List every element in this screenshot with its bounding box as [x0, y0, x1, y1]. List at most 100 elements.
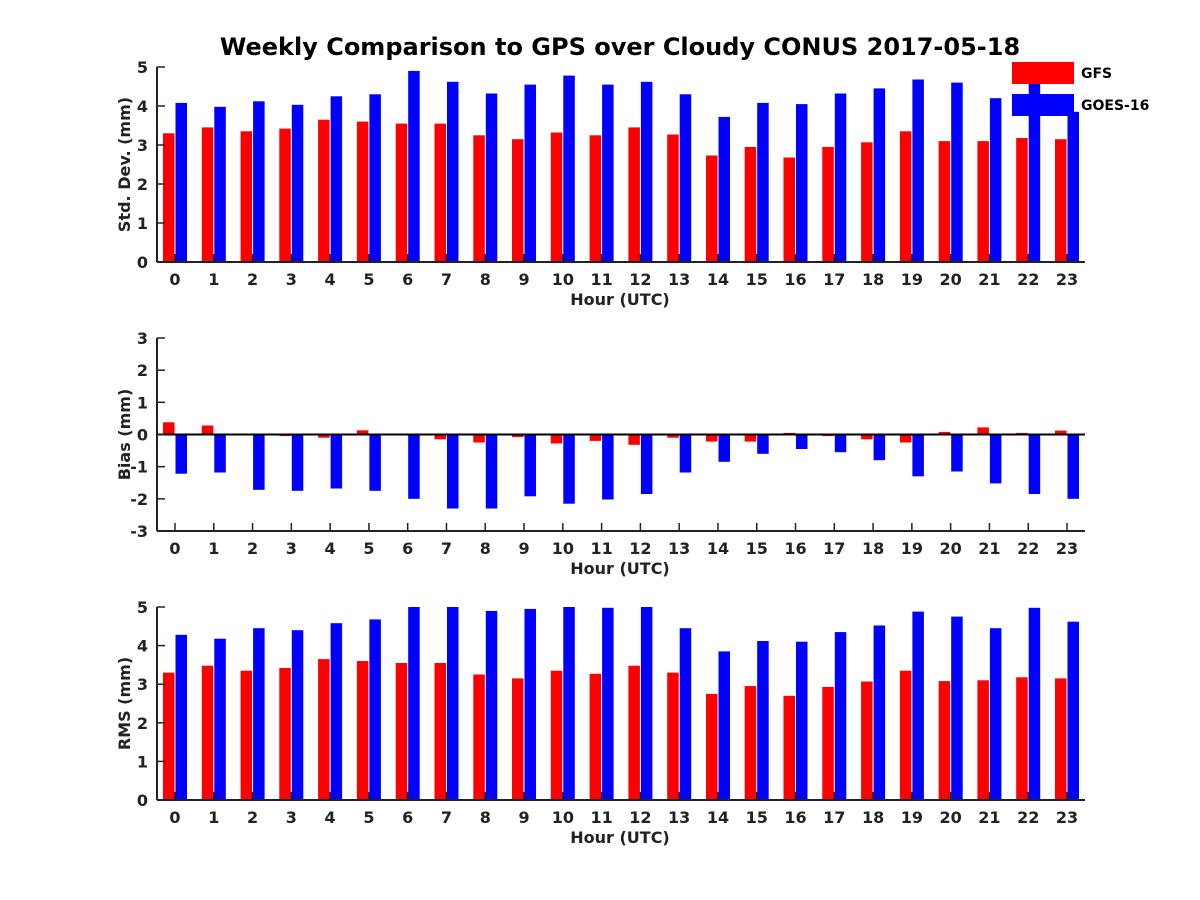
bar-gfs-15: [744, 686, 757, 800]
bar-goes16-21: [989, 98, 1002, 262]
x-tick-label: 19: [901, 808, 923, 827]
bar-goes16-0: [175, 634, 187, 800]
bar-goes16-9: [524, 608, 536, 800]
x-tick-label: 14: [707, 270, 729, 289]
bar-goes16-22: [1028, 607, 1041, 800]
bar-goes16-20: [951, 434, 963, 472]
bar-goes16-4: [330, 623, 343, 800]
x-tick-label: 5: [363, 808, 374, 827]
bar-gfs-23: [1055, 678, 1067, 800]
bar-goes16-2: [253, 628, 265, 800]
bar-gfs-21: [977, 680, 989, 800]
bar-goes16-17: [834, 434, 847, 453]
bar-gfs-8: [473, 135, 485, 263]
bar-goes16-11: [602, 434, 614, 500]
bar-goes16-13: [679, 434, 692, 473]
bar-goes16-15: [757, 102, 769, 263]
bar-gfs-17: [822, 686, 834, 800]
bar-goes16-10: [563, 75, 575, 262]
x-tick-label: 20: [940, 270, 962, 289]
x-tick-label: 4: [325, 539, 336, 558]
bar-gfs-18: [861, 434, 873, 440]
bar-gfs-11: [589, 135, 602, 263]
x-tick-label: 18: [862, 270, 884, 289]
y-tick-label: 1: [137, 393, 148, 412]
bar-goes16-7: [447, 607, 459, 800]
x-tick-label: 16: [784, 539, 806, 558]
x-tick-label: 2: [247, 808, 258, 827]
x-tick-label: 13: [668, 539, 690, 558]
bar-goes16-6: [408, 607, 420, 800]
x-tick-label: 7: [441, 808, 452, 827]
x-tick-label: 18: [862, 808, 884, 827]
y-tick-label: 3: [137, 675, 148, 694]
bar-gfs-6: [395, 123, 408, 262]
x-tick-label: 15: [746, 808, 768, 827]
bar-gfs-16: [783, 157, 795, 262]
bar-goes16-0: [175, 434, 187, 474]
y-tick-label: -2: [130, 490, 148, 509]
bar-goes16-18: [873, 88, 886, 263]
bar-gfs-7: [434, 663, 446, 800]
x-tick-label: 18: [862, 539, 884, 558]
bar-gfs-6: [395, 663, 408, 800]
bar-goes16-12: [640, 607, 653, 800]
bar-goes16-4: [330, 96, 343, 263]
legend-label-goes16: GOES-16: [1081, 98, 1149, 114]
bar-goes16-7: [447, 81, 459, 262]
bar-goes16-3: [291, 104, 304, 262]
bar-gfs-3: [279, 128, 291, 262]
bar-gfs-4: [318, 659, 330, 800]
bar-gfs-19: [899, 670, 912, 800]
y-axis-label: Bias (mm): [115, 389, 134, 481]
bar-gfs-20: [938, 681, 951, 800]
bar-gfs-0: [163, 133, 175, 262]
x-tick-label: 13: [668, 270, 690, 289]
x-tick-label: 14: [707, 808, 729, 827]
bar-gfs-16: [783, 695, 795, 800]
x-tick-label: 1: [208, 808, 219, 827]
bar-gfs-12: [628, 127, 640, 263]
bar-goes16-3: [291, 630, 304, 800]
bar-gfs-4: [318, 119, 330, 262]
y-tick-label: 4: [137, 637, 148, 656]
bar-gfs-8: [473, 674, 485, 800]
x-tick-label: 19: [901, 270, 923, 289]
x-tick-label: 9: [518, 808, 529, 827]
bar-goes16-19: [912, 79, 924, 262]
bar-gfs-7: [434, 123, 446, 262]
x-tick-label: 22: [1017, 270, 1039, 289]
bar-goes16-16: [796, 104, 808, 262]
x-tick-label: 8: [480, 808, 491, 827]
y-tick-label: 4: [137, 97, 148, 116]
bar-goes16-15: [757, 434, 769, 454]
x-tick-label: 2: [247, 270, 258, 289]
bar-gfs-20: [938, 141, 951, 262]
x-tick-label: 9: [518, 270, 529, 289]
x-tick-label: 12: [629, 539, 651, 558]
legend: GFS GOES-16: [1012, 62, 1149, 116]
bar-goes16-15: [757, 641, 769, 800]
x-tick-label: 2: [247, 539, 258, 558]
y-axis-label: RMS (mm): [115, 657, 134, 750]
bar-gfs-21: [977, 427, 989, 435]
bar-goes16-3: [291, 434, 304, 491]
bar-goes16-2: [253, 101, 265, 262]
bar-goes16-14: [718, 651, 730, 800]
x-tick-label: 8: [480, 270, 491, 289]
y-tick-label: -1: [130, 458, 148, 477]
bar-goes16-16: [796, 434, 808, 449]
bar-gfs-19: [899, 131, 912, 262]
bar-goes16-21: [989, 628, 1002, 800]
bar-gfs-14: [706, 434, 718, 442]
y-tick-label: 0: [137, 253, 148, 272]
bar-gfs-0: [163, 672, 175, 800]
bar-gfs-13: [667, 672, 679, 800]
bar-gfs-10: [550, 132, 563, 262]
bar-gfs-19: [899, 434, 912, 443]
bar-goes16-2: [253, 434, 265, 490]
y-tick-label: 3: [137, 136, 148, 155]
legend-label-gfs: GFS: [1081, 66, 1112, 82]
bar-goes16-17: [834, 93, 847, 262]
